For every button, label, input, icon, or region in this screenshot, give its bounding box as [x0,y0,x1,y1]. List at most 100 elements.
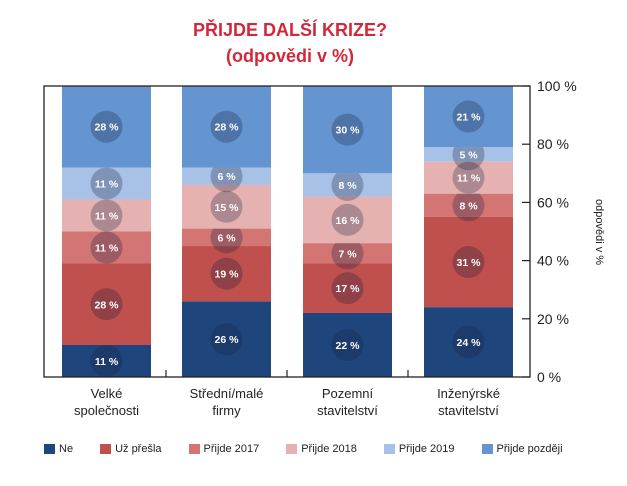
legend-label: Přijde 2019 [398,443,455,455]
data-label: 16 % [336,215,361,227]
data-label: 28 % [95,299,120,311]
data-label: 31 % [457,257,482,269]
bar-segment [303,243,392,264]
value-bubble [90,344,123,377]
y-tick-label: 20 % [537,311,569,327]
bar-segment [182,228,271,247]
bar-segment [62,167,151,200]
bar-segment [303,312,392,377]
bar-segment [303,263,392,313]
data-label: 11 % [457,173,481,185]
data-label: 30 % [336,125,361,137]
bar-segment [424,161,513,194]
data-label: 8 % [338,180,357,192]
bar-segment [303,196,392,244]
data-label: 6 % [217,232,236,244]
legend-swatch [286,444,298,454]
y-axis-label: odpovědi v % [593,199,605,265]
value-bubble [331,168,364,201]
legend-item: Přijde 2017 [188,443,260,455]
value-bubble [331,203,364,236]
legend-swatch [188,444,200,454]
value-bubble [331,328,364,361]
data-label: 19 % [215,269,240,281]
value-bubble [210,160,243,193]
value-bubble [210,323,243,356]
value-bubble [331,272,364,305]
value-bubble [90,199,123,232]
y-tick-label: 100 % [537,78,577,94]
bar-segment [62,86,151,168]
data-label: 17 % [336,283,361,295]
data-label: 22 % [336,340,361,352]
legend-item: Přijde 2018 [286,443,357,455]
value-bubble [452,246,485,279]
legend-swatch [44,444,55,454]
bar-segment [303,173,392,197]
value-bubble [331,113,364,146]
legend-label: Už přešla [115,443,162,455]
legend-label: Ne [59,443,74,455]
data-label: 28 % [95,122,120,134]
bar-segment [182,301,271,377]
bar-segment [62,231,151,264]
bar-segment [62,199,151,232]
legend-item: Ne [44,443,73,455]
data-label: 26 % [215,334,240,346]
value-bubble [210,110,243,143]
bar-segment [62,263,151,345]
data-label: 7 % [338,248,357,260]
legend-label: Přijde později [496,443,563,455]
data-label: 11 % [95,356,119,368]
y-tick-label: 80 % [537,136,569,152]
bar-segment [424,193,513,217]
legend-swatch [383,444,395,454]
value-bubble [452,326,485,359]
value-bubble [331,237,364,270]
value-bubble [90,110,123,143]
data-label: 11 % [95,243,119,255]
legend-item: Přijde 2019 [383,443,455,455]
legend-swatch [481,444,493,454]
data-label: 28 % [215,122,240,134]
y-tick-label: 0 % [537,369,561,385]
category-label: Inženýrské stavitelství [437,386,500,418]
data-label: 24 % [457,337,482,349]
bar-segment [182,246,271,302]
category-label: Střední/malé firmy [189,386,264,418]
data-label: 15 % [215,202,240,214]
bar-segment [424,147,513,162]
category-label: Velké společnosti [73,386,140,418]
value-bubble [90,167,123,200]
bar-segment [182,184,271,229]
y-tick-label: 60 % [537,194,569,210]
data-label: 8 % [459,200,478,212]
legend-label: Přijde 2018 [301,443,357,455]
bar-segment [182,167,271,185]
bar-segment [424,307,513,377]
chart-title: PŘIJDE DALŠÍ KRIZE? [192,20,388,40]
legend: Ne Už přešla Přijde 2017 Přijde 2018 Přijde … [44,443,590,455]
value-bubble [452,161,485,194]
value-bubble [210,257,243,290]
value-bubble [90,288,123,321]
value-bubble [210,221,243,254]
legend-label: Přijde 2017 [203,443,260,455]
bar-segment [303,86,392,174]
bar-segment [62,344,151,377]
data-label: 5 % [459,149,478,161]
chart-subtitle: (odpovědi v %) [225,46,354,66]
data-label: 21 % [457,112,482,124]
bar-segment [182,86,271,168]
data-label: 11 % [95,210,119,222]
data-label: 11 % [95,178,119,190]
bar-segment [424,216,513,308]
category-label: Pozemní stavitelství [317,386,378,418]
data-label: 6 % [217,171,236,183]
bar-segment [424,86,513,148]
value-bubble [90,231,123,264]
legend-item: Přijde později [481,443,563,455]
y-tick-label: 40 % [537,253,569,269]
